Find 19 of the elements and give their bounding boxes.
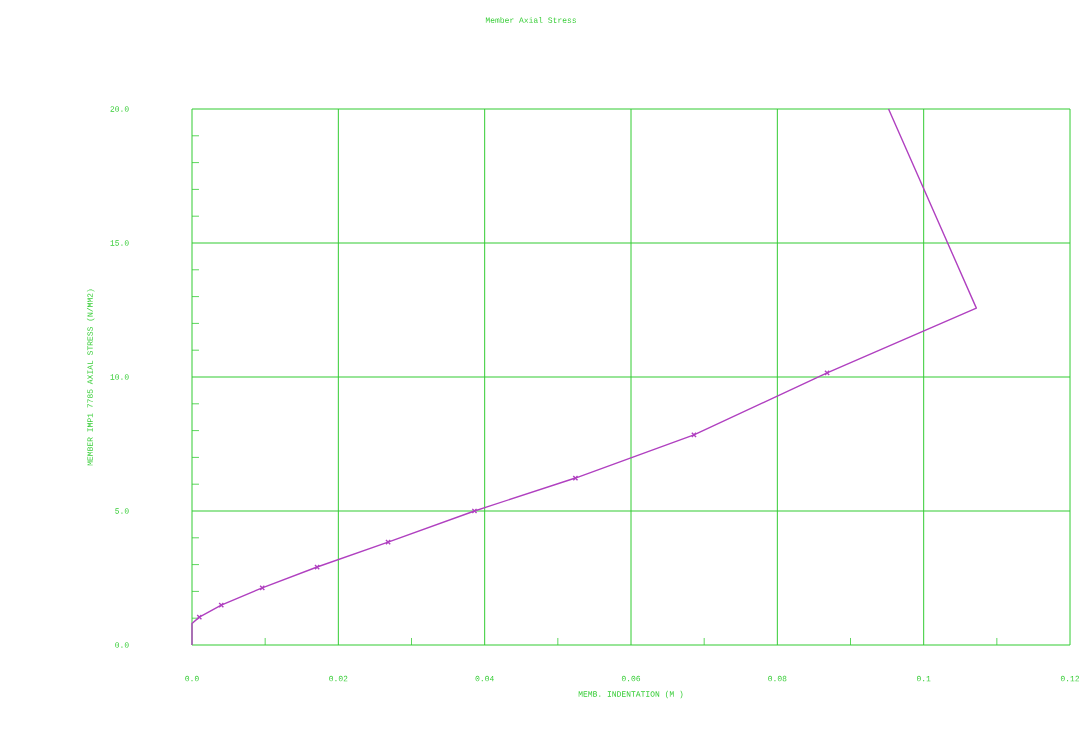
line-series	[191, 108, 978, 646]
x-tick-label: 0.0	[185, 675, 199, 682]
x-tick-label: 0.08	[768, 675, 787, 682]
y-tick-label: 5.0	[115, 508, 129, 514]
y-tick-label: 20.0	[110, 106, 129, 112]
y-tick-label: 10.0	[110, 374, 129, 380]
y-tick-label: 15.0	[110, 240, 129, 246]
y-tick-label: 0.0	[115, 642, 129, 648]
point	[314, 564, 320, 570]
x-tick-label: 0.12	[1060, 675, 1080, 682]
x-tick-label: 0.04	[475, 675, 494, 682]
point	[691, 432, 697, 438]
chart-title: Member Axial Stress	[485, 17, 576, 23]
x-axis-title: MEMB. INDENTATION (M )	[578, 690, 683, 699]
x-tick-label: 0.1	[916, 675, 931, 682]
point	[824, 370, 830, 376]
x-tick-label: 0.06	[621, 675, 641, 682]
y-axis-title: MEMBER IMP1 7785 AXIAL STRESS (N/MM2)	[86, 289, 95, 466]
x-tick-label: 0.02	[329, 675, 348, 682]
